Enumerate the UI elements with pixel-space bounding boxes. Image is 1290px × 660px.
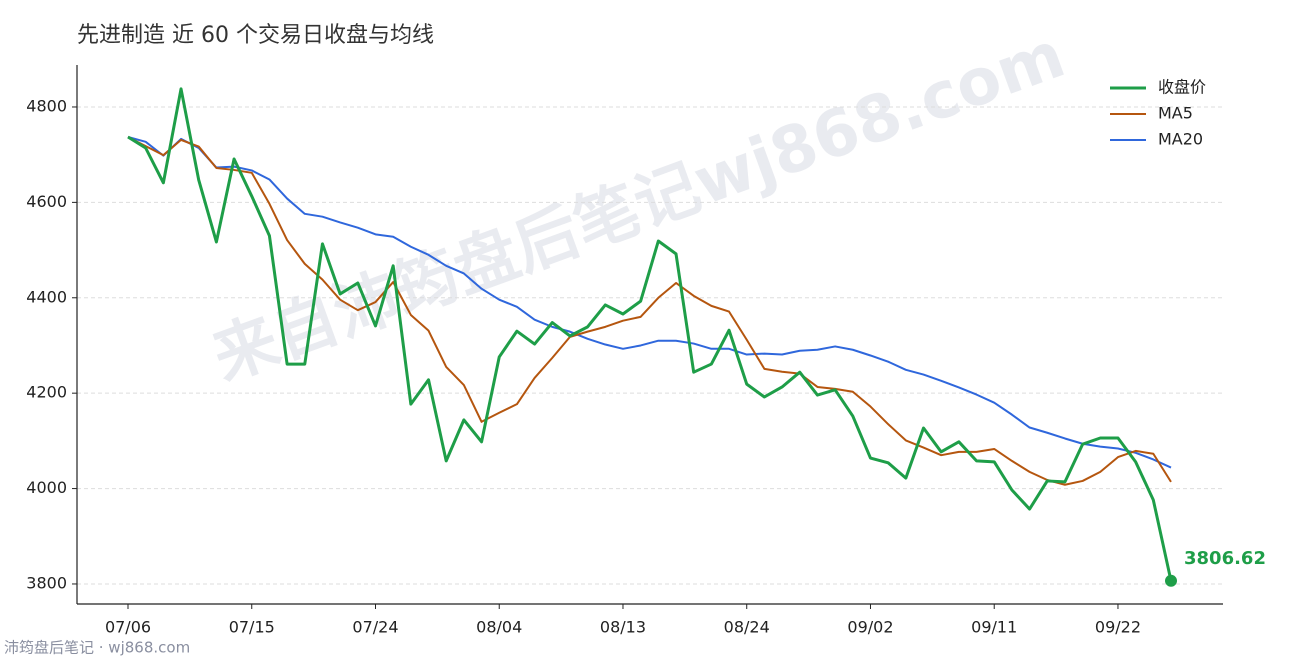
x-tick-label: 09/02 [847, 618, 893, 637]
legend-label: MA5 [1158, 104, 1193, 123]
y-tick-label: 3800 [26, 573, 67, 592]
end-label: 3806.62 [1184, 548, 1266, 569]
y-tick-label: 4600 [26, 192, 67, 211]
legend-label: MA20 [1158, 130, 1203, 149]
x-tick-label: 09/22 [1095, 618, 1141, 637]
x-tick-label: 08/24 [724, 618, 770, 637]
x-tick-label: 08/13 [600, 618, 646, 637]
y-tick-label: 4000 [26, 478, 67, 497]
footer: 沛筠盘后笔记 · wj868.com [4, 639, 190, 657]
x-tick-label: 08/04 [476, 618, 522, 637]
y-tick-label: 4200 [26, 383, 67, 402]
x-tick-label: 09/11 [971, 618, 1017, 637]
watermark: 来自沛筠盘后笔记wj868.com [204, 18, 1075, 395]
line-series [127, 136, 1172, 486]
line-series [127, 87, 1173, 582]
x-tick-label: 07/06 [105, 618, 151, 637]
line-series [127, 136, 1172, 469]
end-point [1165, 574, 1177, 587]
chart-title: 先进制造 近 60 个交易日收盘与均线 [77, 23, 434, 48]
y-tick-label: 4400 [26, 287, 67, 306]
x-tick-label: 07/24 [352, 618, 398, 637]
y-tick-label: 4800 [26, 96, 67, 115]
x-tick-label: 07/15 [229, 618, 275, 637]
legend-label: 收盘价 [1158, 78, 1206, 97]
